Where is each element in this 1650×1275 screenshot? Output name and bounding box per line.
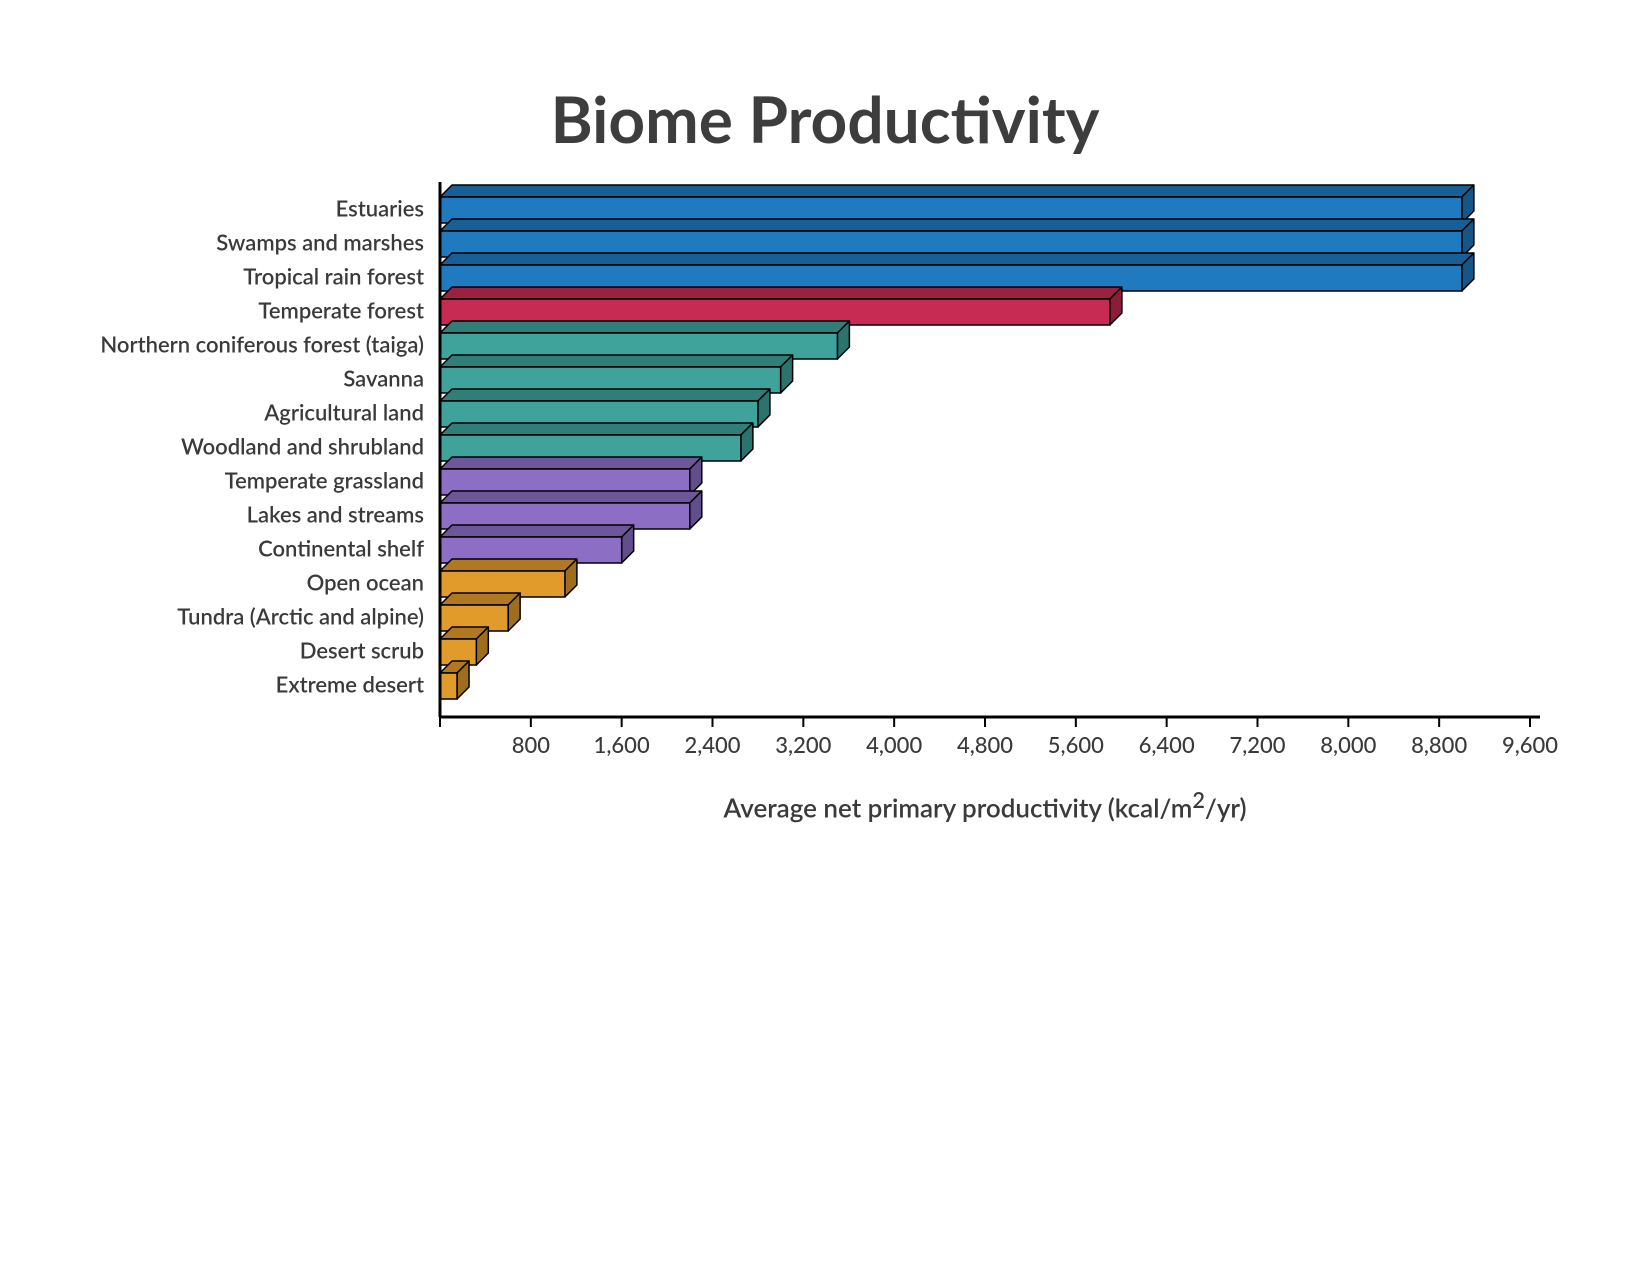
x-axis-tick: 4,800	[957, 731, 1013, 758]
y-axis-category: Tropical rain forest	[243, 263, 424, 290]
bar	[440, 627, 488, 665]
x-axis-tick: 3,200	[775, 731, 831, 758]
y-axis-category: Savanna	[343, 365, 424, 392]
bar	[440, 253, 1474, 291]
y-axis-category: Lakes and streams	[247, 501, 424, 528]
bar	[440, 423, 753, 461]
x-axis-tick: 7,200	[1229, 731, 1285, 758]
bar	[440, 389, 770, 427]
y-axis-category: Estuaries	[336, 195, 424, 222]
y-axis-category: Desert scrub	[300, 637, 424, 664]
x-axis-tick: 6,400	[1139, 731, 1195, 758]
y-axis-category: Temperate grassland	[225, 467, 424, 494]
bar	[440, 219, 1474, 257]
y-axis-category: Northern coniferous forest (taiga)	[100, 331, 424, 358]
bar	[440, 491, 702, 529]
x-axis-tick: 1,600	[594, 731, 650, 758]
y-axis-category: Continental shelf	[258, 535, 424, 562]
y-axis-category: Swamps and marshes	[216, 229, 424, 256]
y-axis-category: Tundra (Arctic and alpine)	[177, 603, 424, 630]
x-axis-tick: 8,000	[1320, 731, 1376, 758]
bar	[440, 185, 1474, 223]
bar	[440, 457, 702, 495]
bar	[440, 593, 520, 631]
y-axis-category: Open ocean	[307, 569, 424, 596]
bar	[440, 355, 793, 393]
bar	[440, 661, 469, 699]
x-axis-label: Average net primary productivity (kcal/m…	[723, 787, 1246, 824]
y-axis-category: Extreme desert	[276, 671, 424, 698]
x-axis-tick: 2,400	[684, 731, 740, 758]
y-axis-category: Agricultural land	[263, 399, 424, 426]
bar-chart: Estuaries Swamps and marshes Tropical rain…	[60, 157, 1590, 827]
x-axis-tick: 5,600	[1048, 731, 1104, 758]
x-axis-tick: 800	[512, 731, 551, 758]
bar	[440, 287, 1122, 325]
y-axis-category: Temperate forest	[258, 297, 424, 324]
x-axis-tick: 4,000	[866, 731, 922, 758]
x-axis-tick: 9,600	[1502, 731, 1558, 758]
bar	[440, 525, 634, 563]
bar	[440, 321, 849, 359]
y-axis-category: Woodland and shrubland	[181, 433, 424, 460]
x-axis-tick: 8,800	[1411, 731, 1467, 758]
chart-title: Biome Productivity	[551, 80, 1100, 157]
bar	[440, 559, 577, 597]
chart-area: Estuaries Swamps and marshes Tropical rain…	[60, 157, 1590, 827]
